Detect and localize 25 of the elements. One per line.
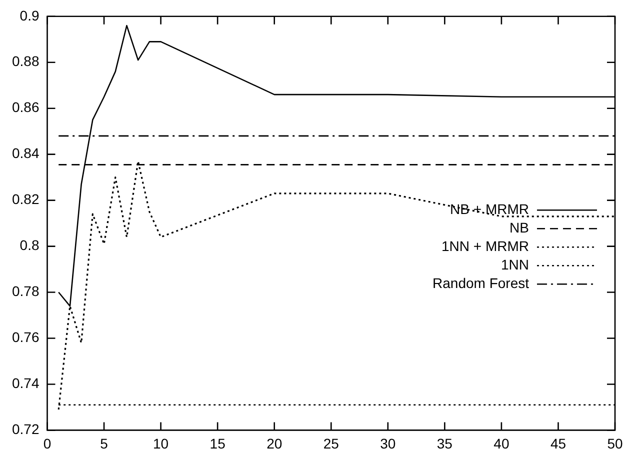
- legend-label: NB: [510, 220, 529, 236]
- x-tick-label: 25: [323, 435, 340, 452]
- y-tick-label: 0.72: [12, 421, 40, 438]
- x-tick-label: 30: [380, 435, 396, 452]
- y-tick-label: 0.78: [12, 283, 40, 300]
- y-tick-label: 0.8: [20, 237, 40, 254]
- x-tick-label: 0: [43, 435, 52, 452]
- legend-label: 1NN: [500, 256, 529, 273]
- x-tick-label: 20: [266, 435, 282, 452]
- x-tick-label: 40: [494, 435, 510, 452]
- x-tick-label: 15: [210, 435, 226, 452]
- y-tick-label: 0.76: [12, 329, 40, 346]
- y-tick-label: 0.9: [20, 7, 40, 24]
- legend-label: 1NN + MRMR: [441, 238, 529, 254]
- x-tick-label: 50: [607, 435, 623, 452]
- y-tick-label: 0.88: [12, 53, 40, 70]
- y-tick-label: 0.84: [12, 145, 40, 162]
- y-tick-label: 0.86: [12, 99, 40, 116]
- x-tick-label: 45: [550, 435, 566, 452]
- x-tick-label: 5: [100, 435, 108, 452]
- x-tick-label: 10: [153, 435, 169, 452]
- legend-label: Random Forest: [432, 275, 530, 292]
- x-tick-label: 35: [436, 435, 453, 452]
- y-tick-label: 0.82: [12, 191, 40, 208]
- y-tick-label: 0.74: [12, 375, 40, 392]
